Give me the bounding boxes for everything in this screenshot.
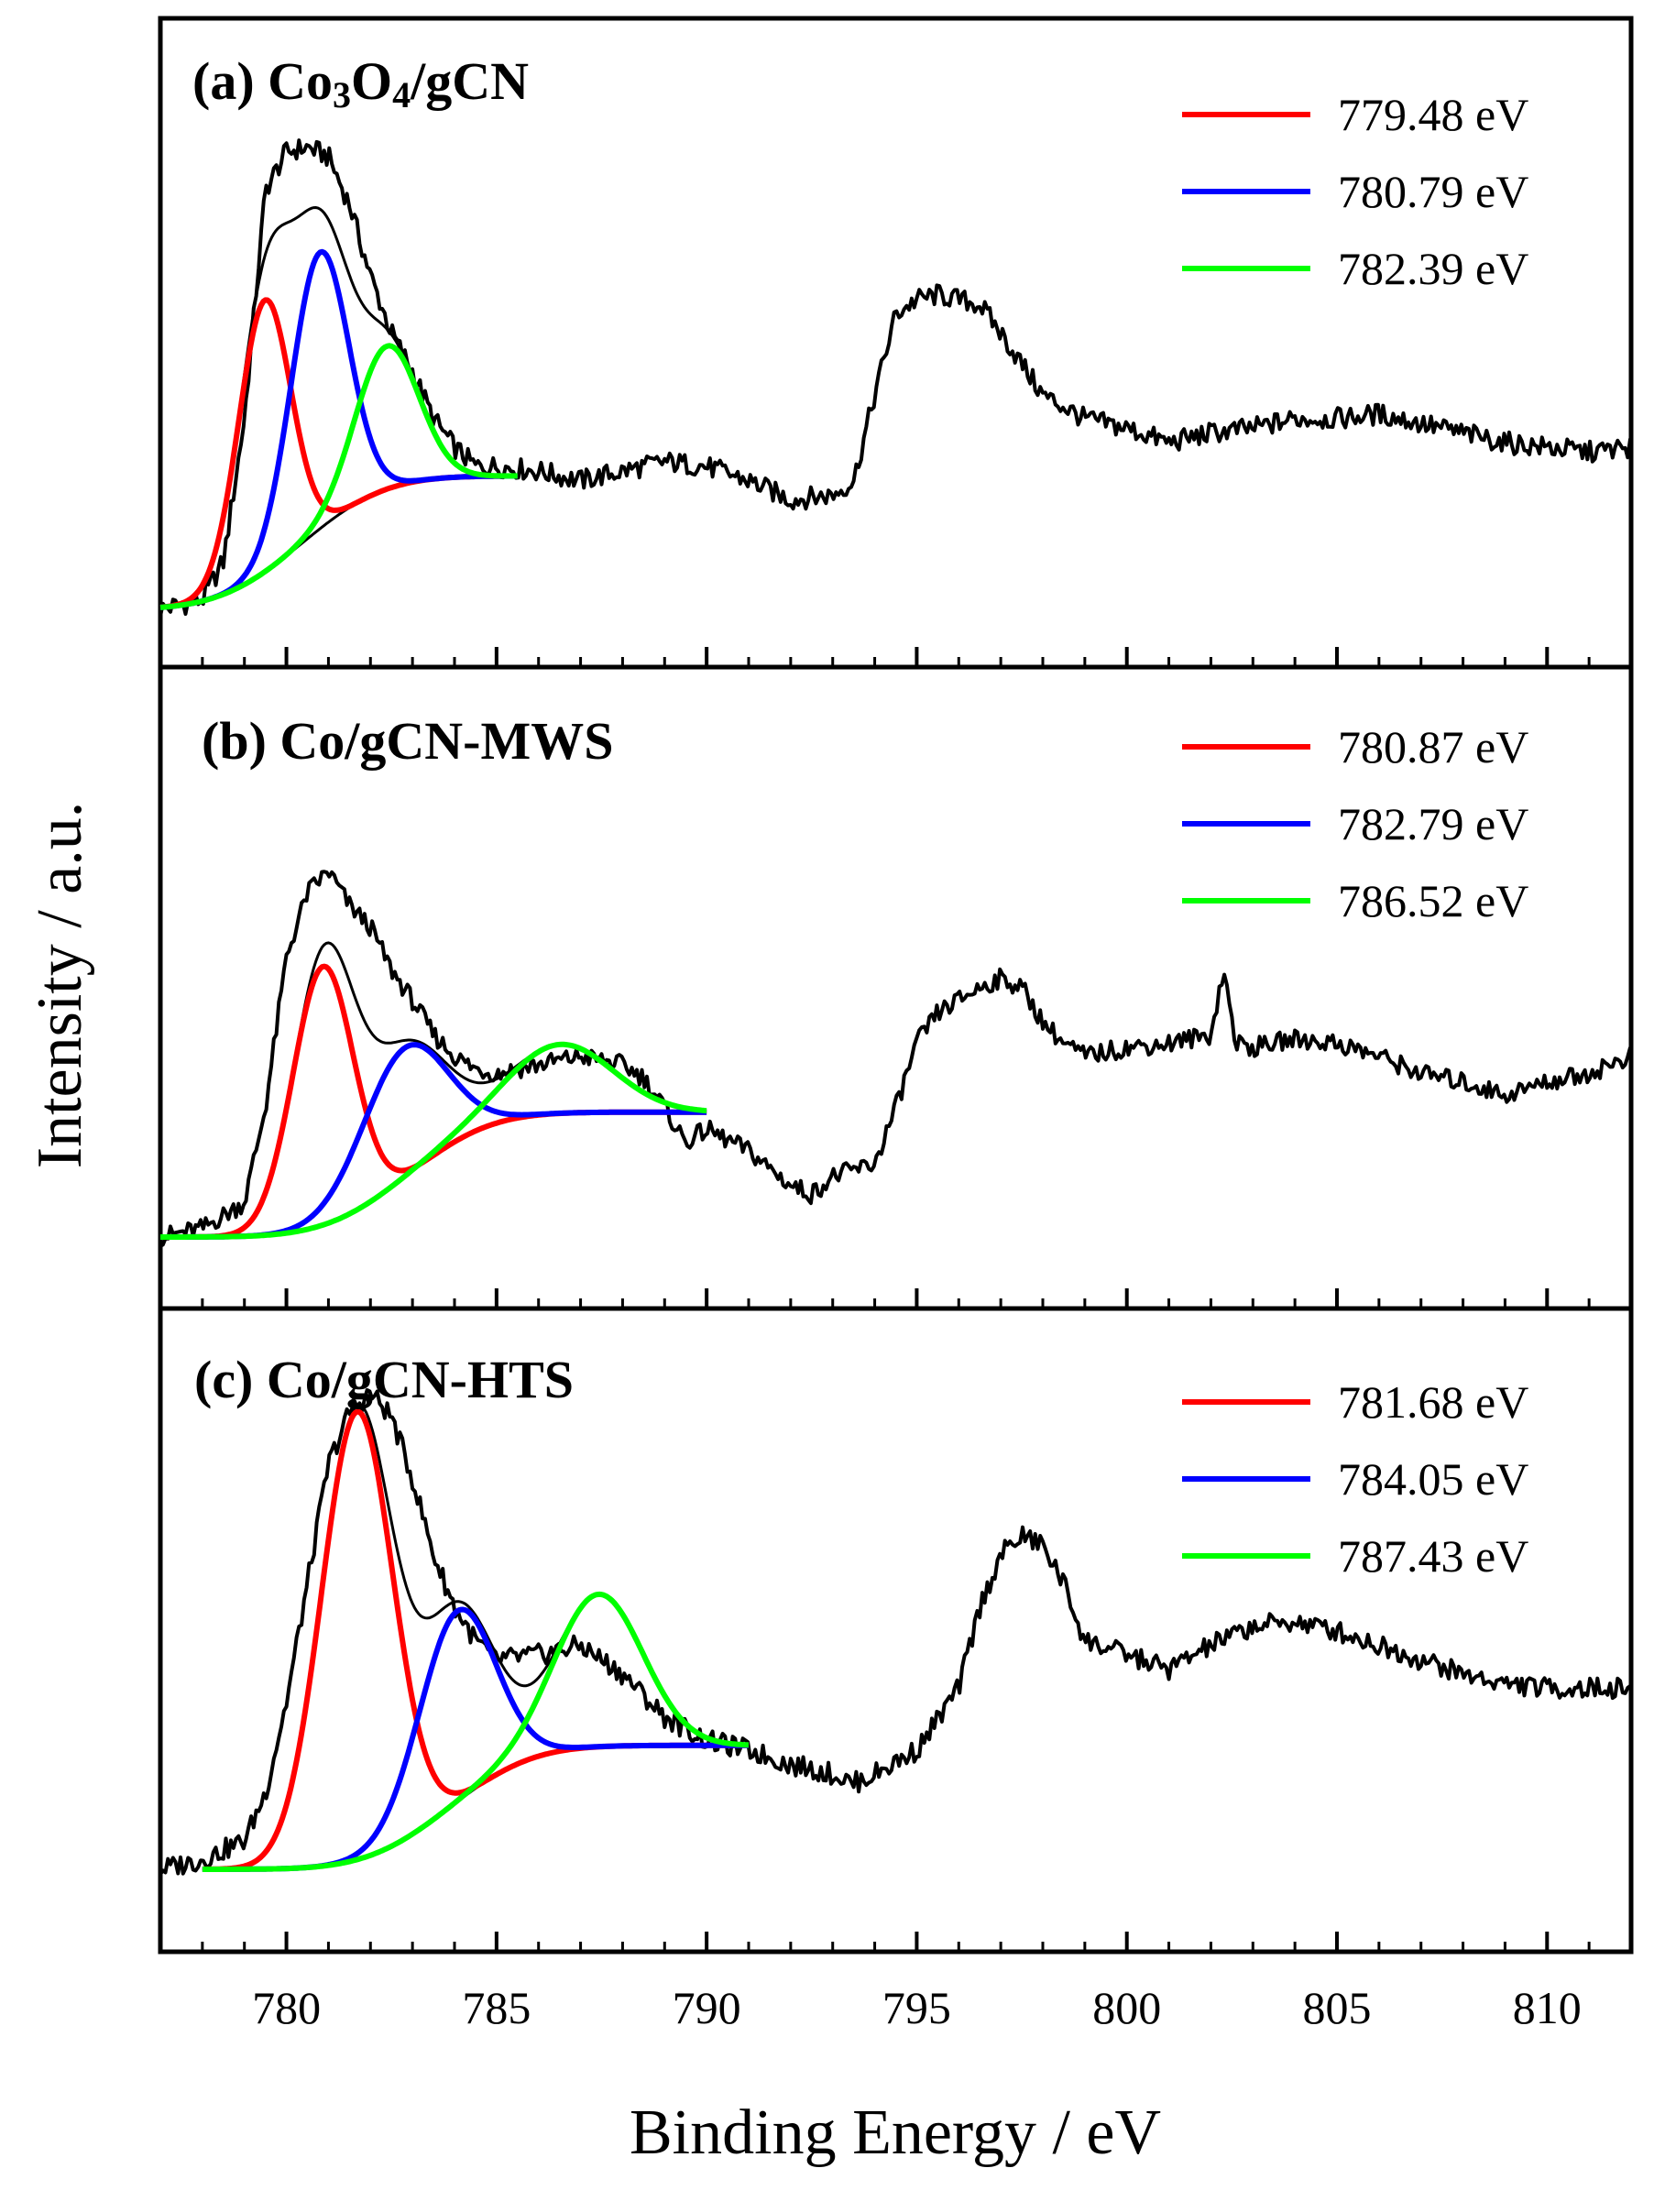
x-tick-label: 800 xyxy=(1092,1982,1161,2033)
fit-peak-red-line xyxy=(159,963,707,1240)
x-tick-label: 780 xyxy=(252,1982,321,2033)
raw-spectrum-line xyxy=(159,870,1633,1248)
fit-peak-green-line xyxy=(202,1591,750,1872)
plot-frame xyxy=(158,16,1634,1955)
raw-spectrum-line xyxy=(159,138,1633,617)
fit-background-line xyxy=(159,475,518,609)
panel-b-title: (b) Co/gCN-MWS xyxy=(202,711,613,771)
panel-a-title: (a) Co3O4/gCN xyxy=(192,51,529,115)
x-tick-label: 795 xyxy=(882,1982,951,2033)
fit-peak-green-line xyxy=(159,1041,707,1240)
legend-label-green: 782.39 eV xyxy=(1338,243,1528,294)
panel-a: 779.48 eV 780.79 eV 782.39 eV xyxy=(159,89,1633,617)
legend-label-red: 779.48 eV xyxy=(1338,89,1528,140)
fit-peak-red-line xyxy=(202,1408,750,1872)
x-tick-label: 790 xyxy=(673,1982,741,2033)
fit-envelope-line xyxy=(160,941,707,1239)
raw-spectrum-line xyxy=(159,1388,1632,1876)
legend-label-blue: 780.79 eV xyxy=(1338,166,1528,217)
legend-label-blue: 782.79 eV xyxy=(1338,798,1528,849)
x-axis-title: Binding Energy / eV xyxy=(630,2097,1161,2168)
panel-c: 781.68 eV 784.05 eV 787.43 eV xyxy=(159,1376,1632,1876)
x-tick-label: 805 xyxy=(1303,1982,1372,2033)
fit-peak-green-line xyxy=(159,343,519,610)
legend-label-green: 786.52 eV xyxy=(1338,875,1528,926)
panel-c-title: (c) Co/gCN-HTS xyxy=(194,1350,574,1409)
x-tick-label: 785 xyxy=(462,1982,531,2033)
legend-label-red: 780.87 eV xyxy=(1338,721,1528,772)
y-axis-title: Intensity / a.u. xyxy=(25,802,95,1168)
x-tick-label: 810 xyxy=(1513,1982,1582,2033)
legend-label-green: 787.43 eV xyxy=(1338,1530,1528,1582)
fit-peak-blue-line xyxy=(202,1606,750,1872)
fit-peak-red-line xyxy=(159,297,519,610)
fit-background-line xyxy=(160,1111,707,1239)
legend-label-red: 781.68 eV xyxy=(1338,1376,1528,1428)
legend-label-blue: 784.05 eV xyxy=(1338,1453,1528,1505)
panel-b: 780.87 eV 782.79 eV 786.52 eV xyxy=(159,721,1633,1248)
x-axis: 780 785 790 795 800 805 810 xyxy=(159,647,1633,2033)
